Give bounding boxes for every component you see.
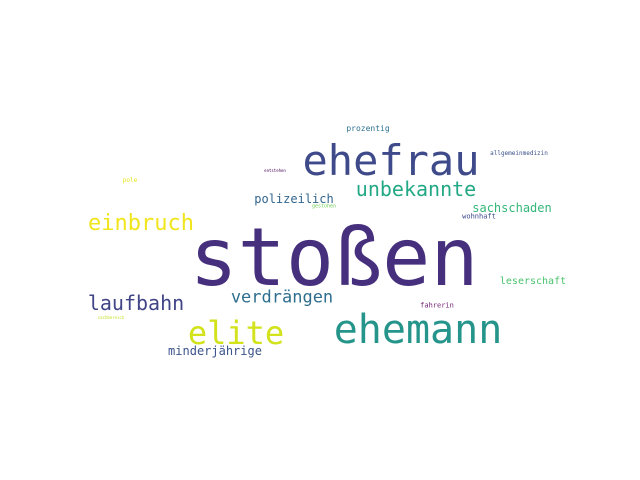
word: einbruch	[88, 211, 194, 236]
word: fahrerin	[420, 301, 454, 310]
word: ehefrau	[302, 136, 480, 185]
word: ehemann	[333, 307, 503, 353]
word: minderjährige	[168, 344, 262, 358]
word: laufbahn	[87, 291, 185, 315]
word: prozentig	[346, 124, 390, 133]
word: sachschaden	[472, 201, 552, 215]
word: wohnhaft	[462, 212, 496, 221]
word: verdrängen	[230, 287, 334, 308]
word: sachbereich	[97, 315, 125, 320]
word: allgemeinmedizin	[490, 150, 548, 157]
word: entstehen	[264, 168, 286, 173]
word: leserschaft	[499, 276, 567, 287]
word: stoßen	[189, 211, 479, 304]
word: unbekannte	[355, 177, 477, 201]
word: elite	[187, 314, 285, 352]
word: gestohen	[311, 203, 337, 210]
word: polizeilich	[254, 192, 334, 206]
word: pole	[122, 177, 138, 184]
